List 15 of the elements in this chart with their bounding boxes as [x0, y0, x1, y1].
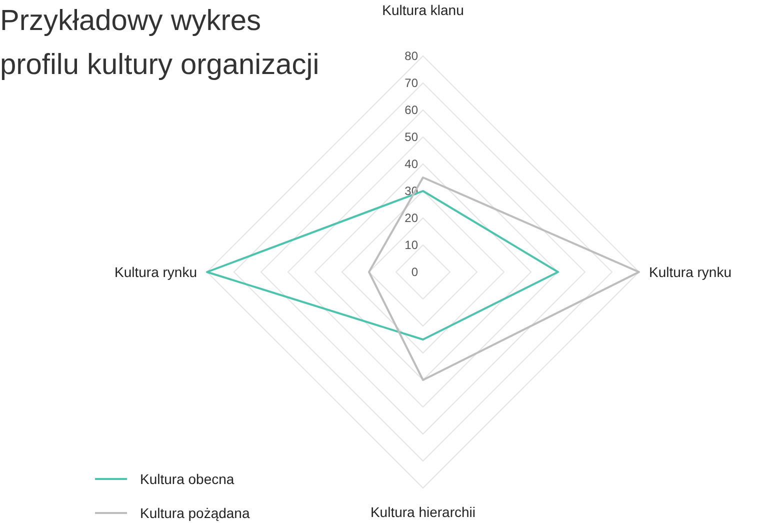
y-tick-label: 60 [404, 103, 418, 118]
spoke-label: Kultura rynku [649, 264, 732, 280]
legend-label: Kultura obecna [140, 470, 234, 487]
spoke-label: Kultura rynku [114, 264, 197, 280]
y-tick-label: 50 [404, 130, 418, 144]
y-tick-label: 40 [404, 157, 418, 172]
spoke-label: Kultura hierarchii [370, 504, 476, 520]
legend-label: Kultura pożądana [140, 504, 250, 521]
y-tick-label: 10 [404, 238, 418, 252]
y-tick-label: 0 [411, 265, 418, 280]
spoke-label: Kultura klanu [382, 2, 464, 18]
y-tick-label: 20 [404, 211, 418, 226]
text: Przykładowy wykres profilu kultury organizacji [0, 5, 320, 81]
y-tick-label: 70 [404, 76, 418, 90]
y-tick-label: 80 [404, 49, 418, 64]
